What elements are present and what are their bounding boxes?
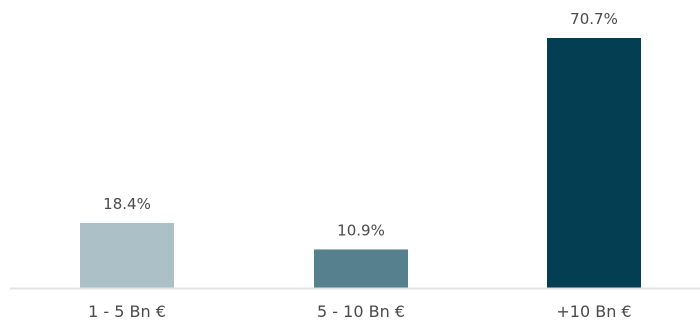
bars-layer <box>80 38 641 288</box>
x-tick-label-1: 1 - 5 Bn € <box>88 302 166 320</box>
bar-2 <box>314 249 408 288</box>
data-label-3: 70.7% <box>570 10 618 28</box>
bar-1 <box>80 222 174 288</box>
x-tick-label-3: +10 Bn € <box>556 302 631 320</box>
data-label-1: 18.4% <box>103 195 151 213</box>
bar-3 <box>547 38 641 288</box>
data-label-2: 10.9% <box>337 221 385 239</box>
x-tick-label-2: 5 - 10 Bn € <box>317 302 405 320</box>
labels-layer: 18.4% 1 - 5 Bn € 10.9% 5 - 10 Bn € 70.7% +10 … <box>88 10 632 321</box>
